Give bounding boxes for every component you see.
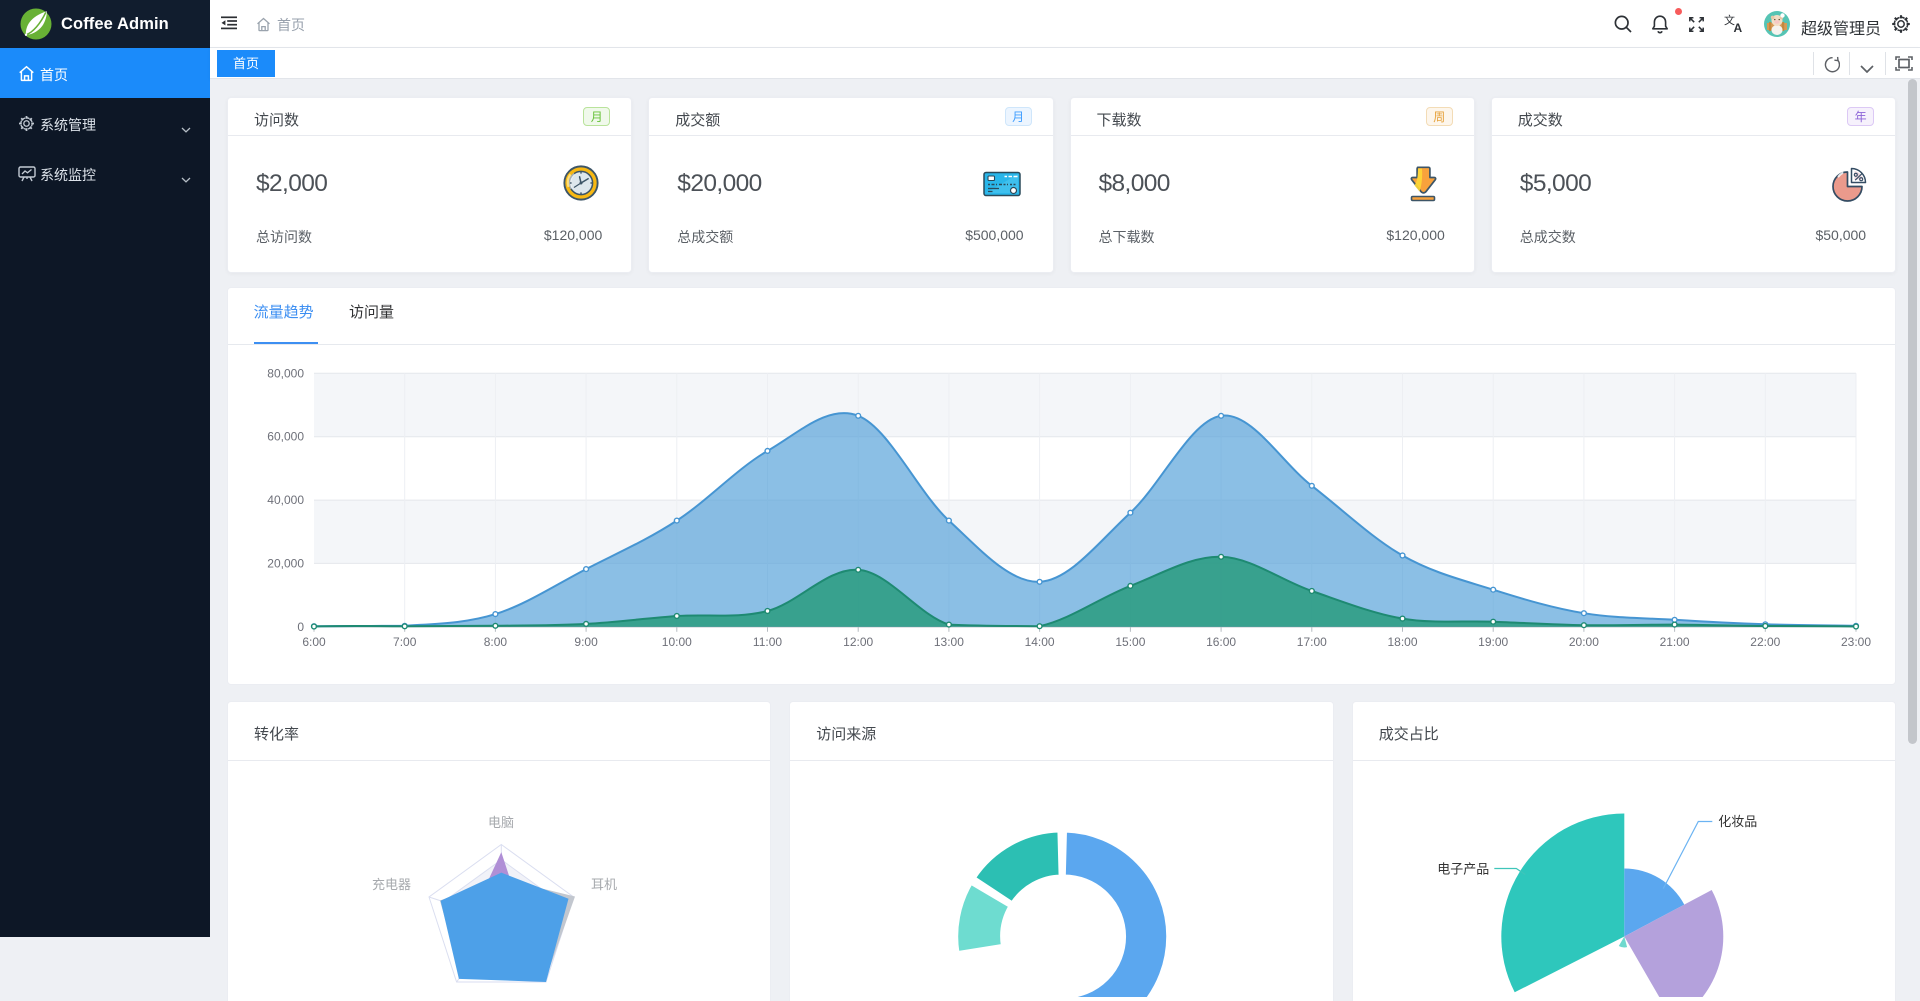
svg-text:文: 文 [1724,14,1735,27]
svg-text:12:00: 12:00 [843,635,873,649]
svg-text:15:00: 15:00 [1115,635,1145,649]
svg-text:40,000: 40,000 [267,493,304,507]
svg-text:60,000: 60,000 [267,430,304,444]
svg-text:18:00: 18:00 [1387,635,1417,649]
svg-text:化妆品: 化妆品 [1718,814,1757,829]
svg-text:10:00: 10:00 [662,635,692,649]
svg-text:电子产品: 电子产品 [1437,861,1489,876]
svg-text:21:00: 21:00 [1660,635,1690,649]
svg-text:9:00: 9:00 [574,635,598,649]
svg-text:19:00: 19:00 [1478,635,1508,649]
svg-text:0: 0 [297,620,304,634]
svg-text:耳机: 耳机 [591,877,617,892]
svg-text:13:00: 13:00 [934,635,964,649]
svg-text:电脑: 电脑 [488,815,514,830]
svg-text:23:00: 23:00 [1841,635,1871,649]
svg-text:7:00: 7:00 [393,635,417,649]
svg-text:充电器: 充电器 [372,877,411,892]
svg-text:17:00: 17:00 [1297,635,1327,649]
svg-text:20,000: 20,000 [267,556,304,570]
svg-text:20:00: 20:00 [1569,635,1599,649]
svg-text:22:00: 22:00 [1750,635,1780,649]
svg-text:11:00: 11:00 [753,635,782,649]
svg-text:A: A [1734,21,1743,34]
svg-text:16:00: 16:00 [1206,635,1236,649]
svg-text:80,000: 80,000 [267,366,304,380]
svg-text:8:00: 8:00 [484,635,508,649]
svg-text:6:00: 6:00 [302,635,326,649]
svg-text:14:00: 14:00 [1025,635,1055,649]
